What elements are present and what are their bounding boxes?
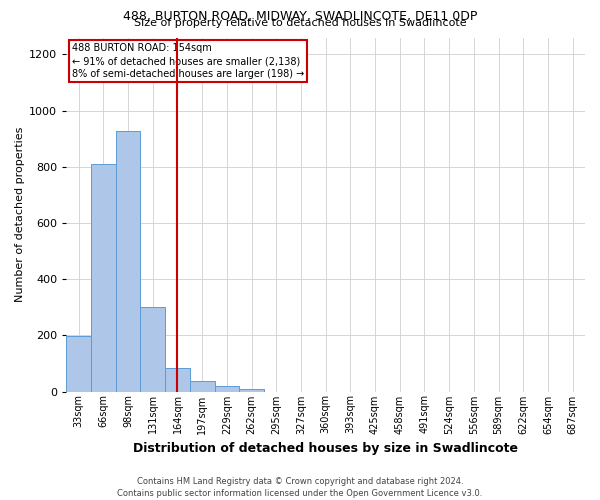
Bar	[91, 164, 116, 392]
Bar	[116, 131, 140, 392]
Text: Contains HM Land Registry data © Crown copyright and database right 2024.
Contai: Contains HM Land Registry data © Crown c…	[118, 476, 482, 498]
Text: 488, BURTON ROAD, MIDWAY, SWADLINCOTE, DE11 0DP: 488, BURTON ROAD, MIDWAY, SWADLINCOTE, D…	[123, 10, 477, 23]
Bar	[190, 381, 215, 392]
Bar	[67, 336, 91, 392]
Text: Size of property relative to detached houses in Swadlincote: Size of property relative to detached ho…	[134, 18, 466, 28]
Bar	[165, 368, 190, 392]
Bar	[239, 388, 264, 392]
Y-axis label: Number of detached properties: Number of detached properties	[15, 127, 25, 302]
Bar	[140, 307, 165, 392]
Bar	[215, 386, 239, 392]
Text: 488 BURTON ROAD: 154sqm
← 91% of detached houses are smaller (2,138)
8% of semi-: 488 BURTON ROAD: 154sqm ← 91% of detache…	[71, 43, 304, 79]
X-axis label: Distribution of detached houses by size in Swadlincote: Distribution of detached houses by size …	[133, 442, 518, 455]
